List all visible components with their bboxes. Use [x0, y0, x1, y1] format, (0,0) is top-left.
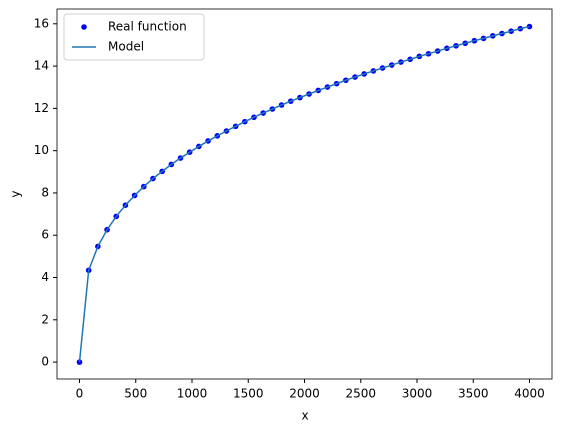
x-tick-label: 1000	[177, 387, 208, 401]
x-tick-label: 2500	[345, 387, 376, 401]
x-tick-label: 0	[76, 387, 84, 401]
y-tick-label: 10	[34, 143, 49, 157]
y-tick-label: 12	[34, 101, 49, 115]
y-tick-label: 4	[41, 270, 49, 284]
y-tick-label: 0	[41, 355, 49, 369]
x-tick-label: 2000	[289, 387, 320, 401]
y-tick-label: 6	[41, 228, 49, 242]
legend-box	[63, 13, 205, 61]
data-point	[526, 23, 533, 30]
x-tick-label: 500	[124, 387, 147, 401]
x-tick-label: 4000	[514, 387, 545, 401]
x-axis-label: x	[301, 409, 308, 423]
legend-label: Real function	[108, 20, 187, 34]
x-tick-label: 3000	[402, 387, 433, 401]
y-axis-label: y	[9, 190, 23, 197]
plot-frame	[56, 8, 553, 380]
y-tick-label: 2	[41, 312, 49, 326]
y-tick-label: 8	[41, 185, 49, 199]
legend-marker	[81, 24, 87, 30]
line	[78, 25, 530, 363]
x-tick-label: 3500	[458, 387, 489, 401]
y-tick-label: 16	[34, 16, 49, 30]
legend-label: Model	[108, 40, 144, 54]
y-tick-label: 14	[34, 59, 49, 73]
x-tick-label: 1500	[233, 387, 264, 401]
